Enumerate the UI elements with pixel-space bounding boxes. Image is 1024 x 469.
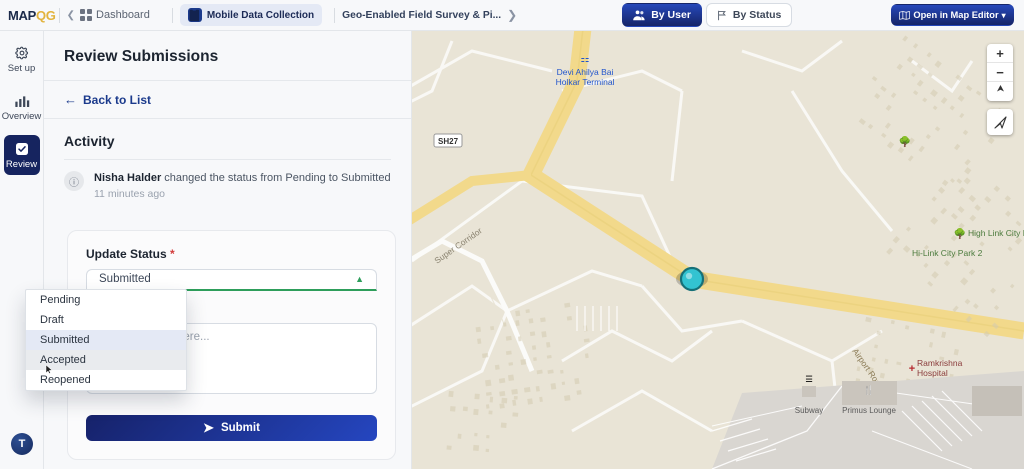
svg-text:🌳: 🌳: [954, 227, 966, 240]
svg-text:🌳: 🌳: [899, 135, 911, 148]
svg-text:SH27: SH27: [438, 137, 459, 146]
svg-text:Hospital: Hospital: [917, 368, 948, 378]
svg-text:Ramkrishna: Ramkrishna: [917, 358, 963, 368]
svg-text:+: +: [909, 363, 915, 375]
svg-text:⚏: ⚏: [581, 54, 590, 65]
svg-text:Primus Lounge: Primus Lounge: [842, 406, 896, 415]
svg-text:Devi Ahilya Bai: Devi Ahilya Bai: [557, 67, 614, 77]
svg-text:☰: ☰: [805, 374, 813, 384]
svg-text:Subway: Subway: [795, 406, 823, 415]
svg-text:Holkar Terminal: Holkar Terminal: [556, 77, 615, 87]
svg-text:Hi-Link City Park 2: Hi-Link City Park 2: [912, 248, 983, 258]
svg-text:🍴: 🍴: [863, 384, 874, 396]
svg-text:High Link City Park: High Link City Park: [968, 228, 1024, 238]
